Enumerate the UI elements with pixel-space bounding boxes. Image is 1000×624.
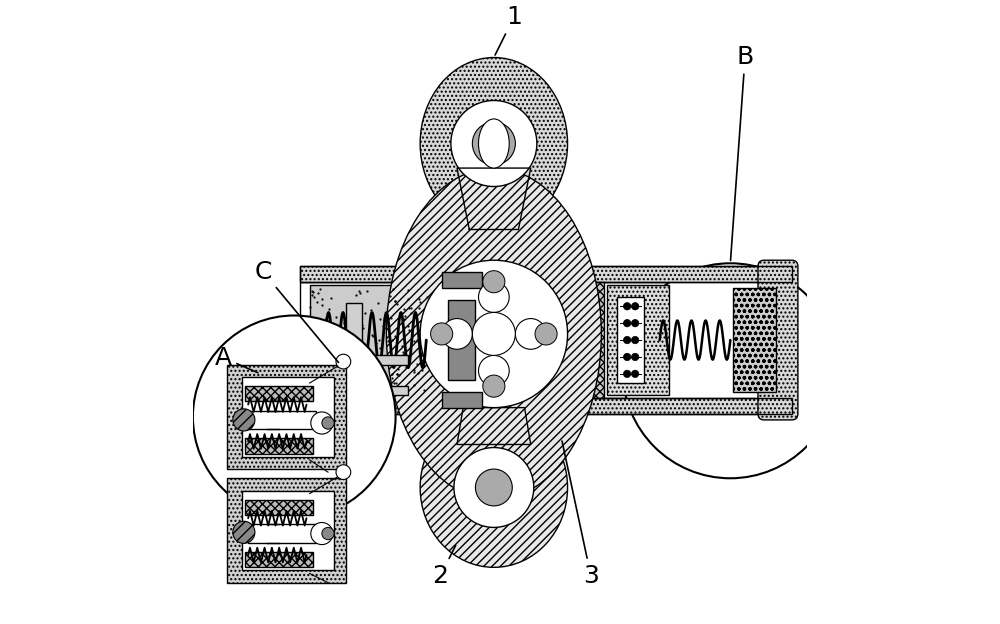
Text: 3: 3 (562, 441, 599, 588)
Bar (475, 281, 604, 398)
Circle shape (475, 469, 512, 506)
Bar (448, 300, 475, 380)
Circle shape (451, 100, 537, 187)
Bar (248, 524, 316, 543)
Circle shape (233, 521, 255, 544)
Bar (310, 285, 445, 396)
Bar (300, 398, 792, 414)
Circle shape (515, 319, 546, 349)
Ellipse shape (386, 168, 601, 500)
Text: C: C (254, 260, 339, 363)
Bar (617, 297, 644, 383)
Ellipse shape (420, 57, 568, 230)
Polygon shape (457, 168, 531, 230)
Circle shape (623, 370, 631, 378)
Circle shape (631, 353, 639, 361)
Text: 1: 1 (495, 5, 522, 55)
Bar (245, 552, 313, 567)
Circle shape (420, 260, 568, 407)
Bar (300, 266, 792, 281)
Circle shape (442, 319, 472, 349)
Circle shape (631, 319, 639, 327)
Bar (227, 364, 346, 469)
Bar (733, 288, 776, 392)
Circle shape (454, 447, 534, 527)
Text: A: A (214, 346, 258, 373)
Bar (300, 398, 792, 414)
Text: B: B (731, 45, 754, 260)
FancyBboxPatch shape (758, 260, 798, 420)
Bar (346, 303, 362, 364)
Circle shape (322, 417, 334, 429)
Circle shape (631, 336, 639, 344)
Circle shape (483, 375, 505, 397)
Circle shape (479, 356, 509, 386)
Circle shape (623, 319, 631, 327)
Bar (346, 377, 362, 438)
Circle shape (479, 281, 509, 313)
Circle shape (233, 409, 255, 431)
Circle shape (311, 412, 333, 434)
Circle shape (336, 465, 351, 479)
Circle shape (311, 522, 333, 545)
Circle shape (483, 271, 505, 293)
Bar (300, 266, 792, 281)
Bar (442, 273, 482, 288)
Polygon shape (457, 407, 531, 444)
Ellipse shape (479, 119, 509, 168)
Bar (346, 386, 408, 396)
Bar (607, 285, 669, 396)
Bar (227, 478, 346, 583)
Circle shape (193, 316, 396, 518)
Bar (245, 500, 313, 515)
Circle shape (623, 263, 838, 478)
Bar (300, 281, 792, 398)
Text: 2: 2 (432, 545, 456, 588)
Bar (248, 411, 316, 429)
Bar (242, 377, 334, 457)
Ellipse shape (511, 291, 545, 389)
Circle shape (322, 527, 334, 540)
Circle shape (623, 353, 631, 361)
Ellipse shape (420, 407, 568, 567)
Circle shape (631, 370, 639, 378)
Circle shape (623, 336, 631, 344)
Circle shape (431, 323, 453, 345)
Circle shape (535, 323, 557, 345)
Bar (245, 438, 313, 454)
Circle shape (336, 354, 351, 369)
Bar (242, 490, 334, 570)
Circle shape (623, 303, 631, 310)
Circle shape (631, 303, 639, 310)
Circle shape (472, 122, 515, 165)
Bar (346, 356, 408, 364)
Bar (245, 386, 313, 401)
Bar (442, 392, 482, 407)
Circle shape (472, 313, 515, 356)
